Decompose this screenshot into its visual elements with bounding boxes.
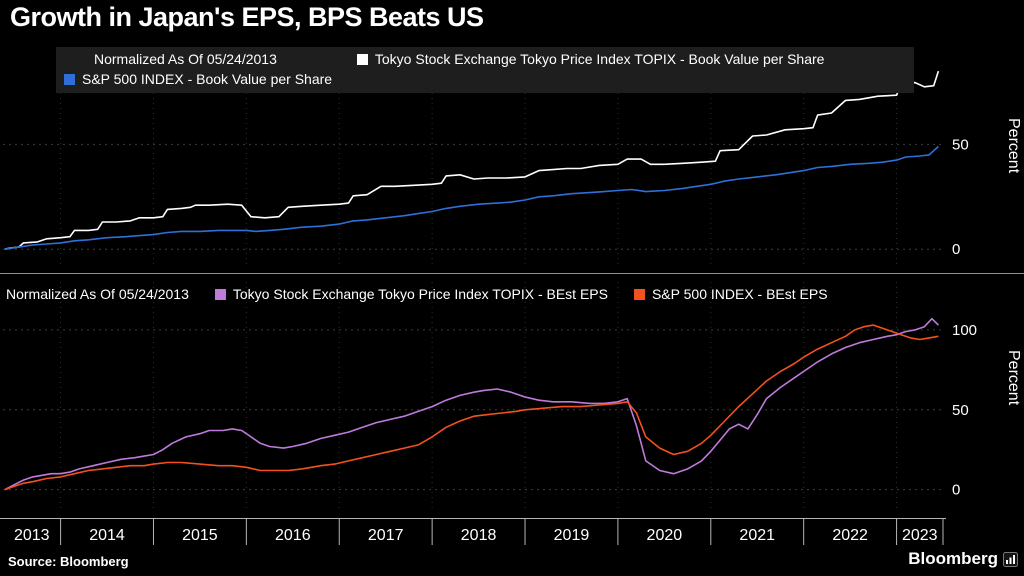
svg-text:100: 100 (952, 322, 977, 339)
topix-bps-label: Tokyo Stock Exchange Tokyo Price Index T… (374, 51, 825, 67)
svg-text:50: 50 (952, 136, 969, 153)
svg-text:50: 50 (952, 402, 969, 419)
svg-text:2021: 2021 (739, 527, 775, 544)
legend-eps: Normalized As Of 05/24/2013 Tokyo Stock … (6, 284, 828, 304)
y-axis-label-bottom: Percent (1005, 350, 1022, 406)
sp500-eps-swatch-icon (633, 288, 645, 300)
svg-text:0: 0 (952, 482, 960, 499)
book-value-chart: 0 50 (3, 48, 969, 266)
bloomberg-wordmark: Bloomberg (908, 549, 998, 568)
topix-eps-label: Tokyo Stock Exchange Tokyo Price Index T… (232, 286, 608, 302)
panel-eps: 0 50 100 Normalized As Of 05/24/2013 Tokyo… (0, 276, 1024, 518)
legend-item-topix-bps: Tokyo Stock Exchange Tokyo Price Index T… (356, 49, 825, 69)
svg-text:2018: 2018 (461, 527, 497, 544)
eps-chart: 0 50 100 (3, 282, 977, 512)
legend-book-value: Normalized As Of 05/24/2013 Tokyo Stock … (56, 47, 914, 93)
bloomberg-terminal-icon (1003, 551, 1018, 567)
x-axis: 2013 2014 2015 2016 2017 2018 2019 2020 2021 2022… (0, 518, 946, 545)
legend-item-sp500-eps: S&P 500 INDEX - BEst EPS (633, 284, 828, 304)
topix-bps-swatch-icon (356, 53, 368, 65)
svg-text:2016: 2016 (275, 527, 311, 544)
panel-divider (0, 273, 1024, 274)
topix-eps-swatch-icon (214, 288, 226, 300)
legend-item-topix-eps: Tokyo Stock Exchange Tokyo Price Index T… (214, 284, 608, 304)
normalized-label-bottom: Normalized As Of 05/24/2013 (6, 286, 189, 302)
svg-text:2020: 2020 (647, 527, 683, 544)
normalized-label-top: Normalized As Of 05/24/2013 (94, 51, 277, 67)
sp500-bps-label: S&P 500 INDEX - Book Value per Share (82, 71, 333, 87)
bloomberg-logo: Bloomberg (908, 549, 1018, 569)
svg-text:2022: 2022 (832, 527, 868, 544)
svg-text:2023: 2023 (902, 527, 938, 544)
legend-item-sp500-bps: S&P 500 INDEX - Book Value per Share (64, 69, 332, 89)
svg-text:2013: 2013 (14, 527, 50, 544)
chart-title: Growth in Japan's EPS, BPS Beats US (10, 2, 484, 32)
svg-text:2015: 2015 (182, 527, 218, 544)
sp500-eps-label: S&P 500 INDEX - BEst EPS (651, 286, 828, 302)
sp500-bps-swatch-icon (64, 73, 75, 85)
svg-text:2014: 2014 (89, 527, 125, 544)
svg-text:0: 0 (952, 241, 960, 258)
svg-text:2019: 2019 (554, 527, 590, 544)
source-label: Source: Bloomberg (8, 554, 129, 569)
y-axis-label-top: Percent (1005, 118, 1022, 174)
panel-book-value: 0 50 Normalized As Of 05/24/2013 Tokyo St… (0, 42, 1024, 272)
svg-text:2017: 2017 (368, 527, 404, 544)
